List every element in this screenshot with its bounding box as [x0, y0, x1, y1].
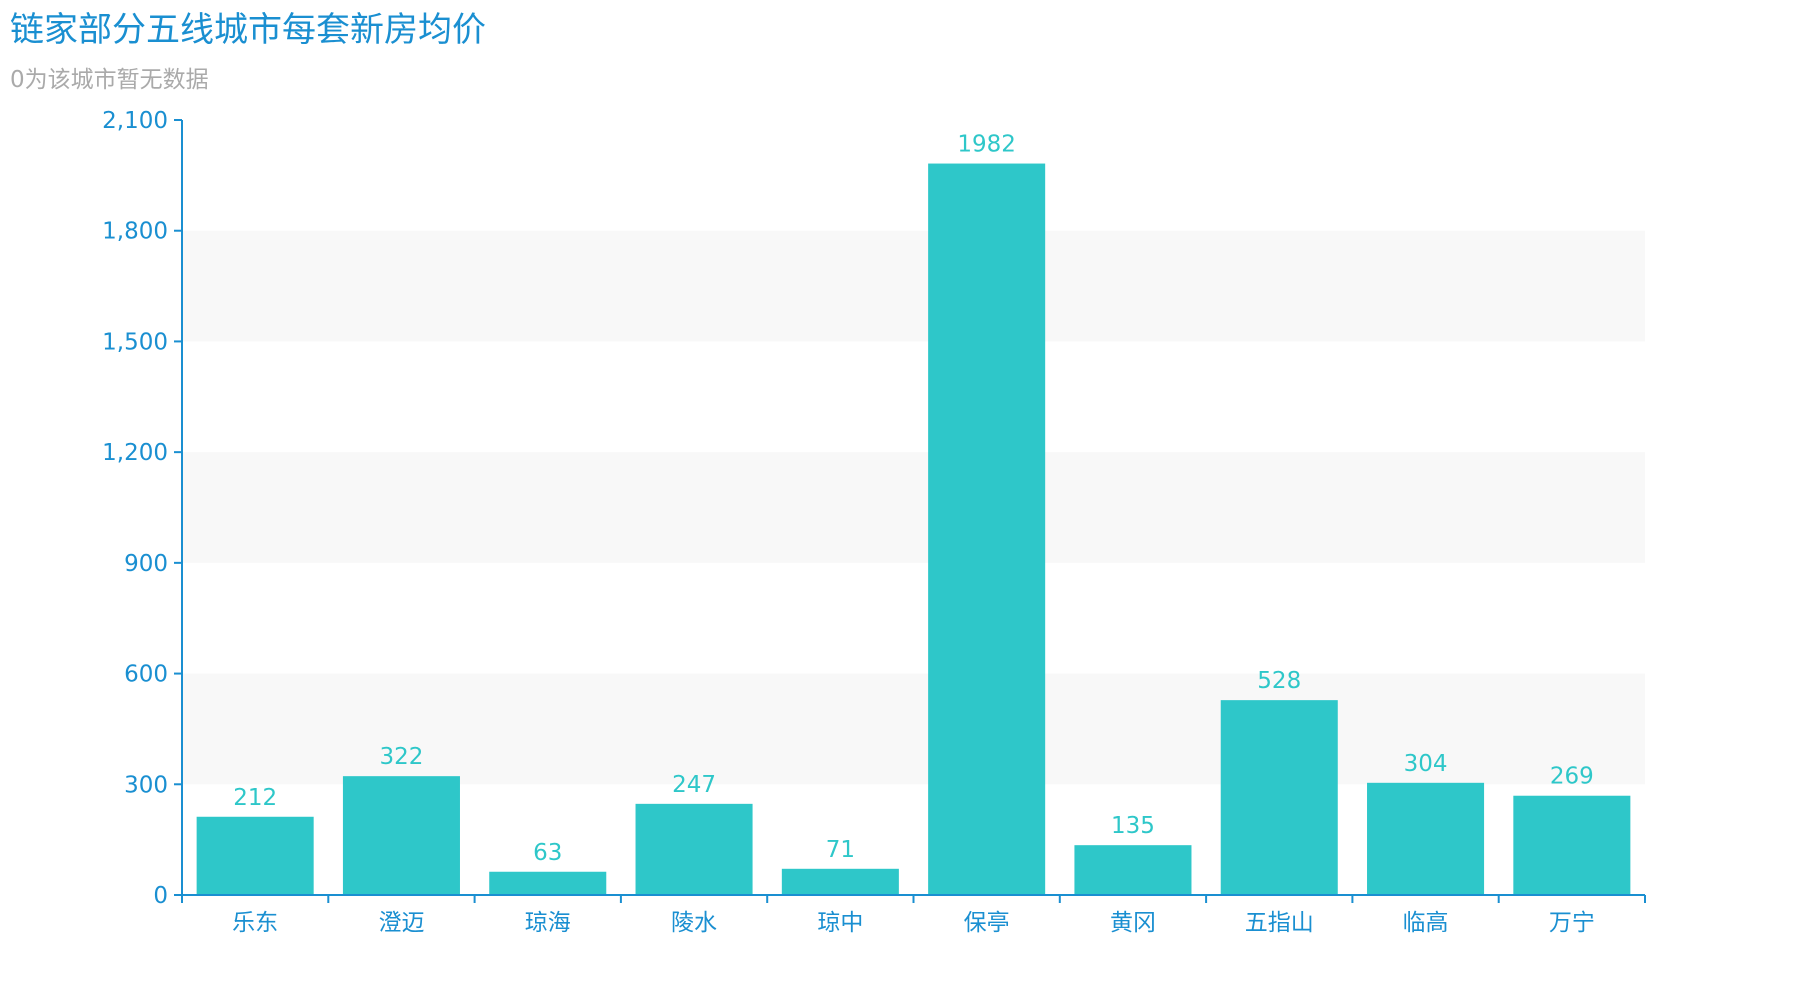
data-label-6: 135 — [1111, 813, 1155, 839]
axes — [174, 119, 1646, 903]
bar-6 — [1074, 845, 1192, 895]
category-label-9: 万宁 — [1549, 910, 1595, 936]
y-tick-label-2: 600 — [124, 662, 168, 688]
grid-band — [182, 673, 1645, 785]
category-label-3: 陵水 — [671, 910, 717, 936]
data-label-8: 304 — [1404, 751, 1448, 777]
bar-7 — [1220, 700, 1338, 895]
category-label-7: 五指山 — [1245, 910, 1314, 936]
y-tick-label-1: 300 — [124, 772, 168, 798]
y-tick-label-7: 2,100 — [102, 108, 168, 134]
bar-2 — [489, 871, 607, 895]
bar-3 — [635, 803, 753, 895]
category-label-0: 乐东 — [232, 910, 278, 936]
data-label-9: 269 — [1550, 764, 1594, 790]
category-label-8: 临高 — [1403, 910, 1449, 936]
y-tick-label-6: 1,800 — [102, 219, 168, 245]
grid-band — [182, 230, 1645, 342]
bars — [196, 163, 1631, 896]
chart-subtitle: 0为该城市暂无数据 — [10, 67, 209, 93]
data-label-7: 528 — [1257, 668, 1301, 694]
data-label-0: 212 — [233, 785, 277, 811]
category-label-5: 保亭 — [964, 910, 1010, 936]
category-label-2: 琼海 — [525, 910, 571, 936]
bar-4 — [781, 868, 899, 895]
grid-bands — [182, 230, 1645, 785]
y-tick-label-3: 900 — [124, 551, 168, 577]
data-label-1: 322 — [379, 744, 423, 770]
bar-8 — [1367, 782, 1485, 895]
data-label-3: 247 — [672, 772, 716, 798]
chart-title: 链家部分五线城市每套新房均价 — [10, 10, 486, 50]
labels: 212 乐东 322 澄迈 63 琼海 247 陵水 71 琼中 1982 保亭 135 黄冈 528 五指山… — [102, 108, 1595, 936]
bar-9 — [1513, 795, 1631, 895]
bar-5 — [928, 163, 1046, 896]
y-tick-label-0: 0 — [153, 883, 168, 909]
data-label-4: 71 — [826, 837, 855, 863]
data-label-2: 63 — [533, 840, 562, 866]
category-label-6: 黄冈 — [1110, 910, 1156, 936]
category-label-1: 澄迈 — [378, 910, 424, 936]
y-tick-label-5: 1,500 — [102, 329, 168, 355]
grid-band — [182, 452, 1645, 563]
y-tick-label-4: 1,200 — [102, 440, 168, 466]
bar-1 — [342, 776, 460, 895]
category-label-4: 琼中 — [817, 910, 863, 936]
bar-0 — [196, 816, 314, 895]
data-label-5: 1982 — [957, 132, 1016, 158]
